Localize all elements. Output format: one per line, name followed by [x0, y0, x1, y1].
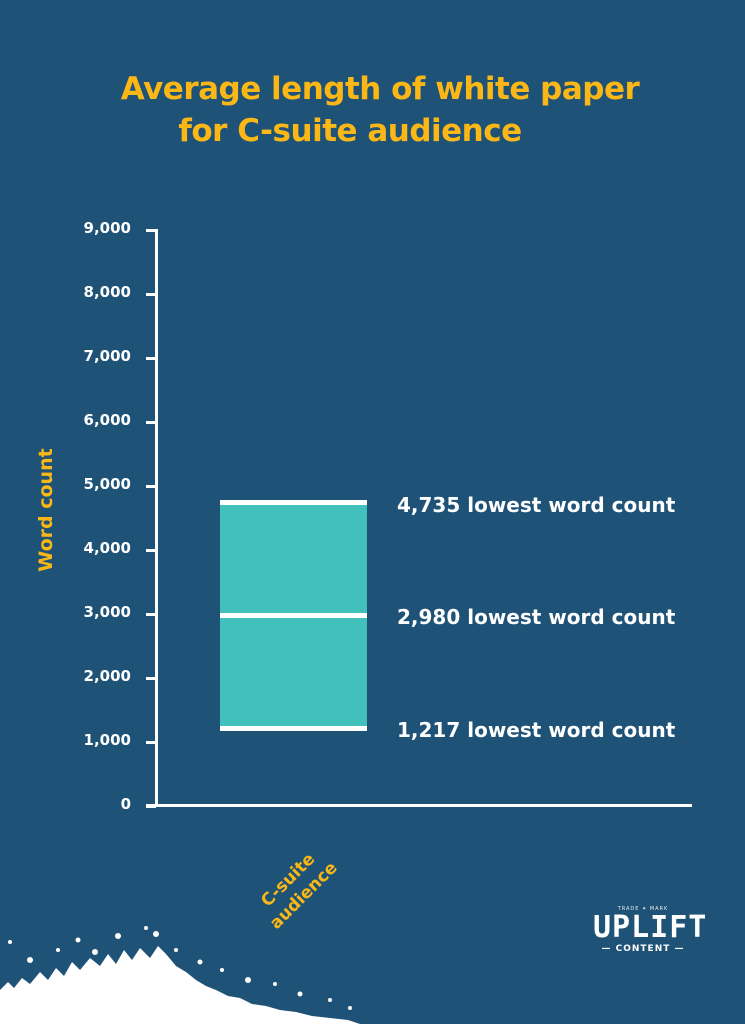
value-marker-line: [220, 500, 367, 506]
value-annotation-label: 4,735 lowest word count: [397, 492, 676, 517]
logo-sub: — CONTENT —: [601, 944, 685, 954]
chart-title-line-2: for C-suite audience: [178, 113, 522, 149]
y-tick-label: 8,000: [83, 283, 131, 301]
y-axis-label: Word count: [35, 448, 57, 572]
y-tick-mark: [146, 357, 156, 360]
logo-tagline: TRADE ✦ MARK: [617, 906, 669, 912]
logo-name: UPLIFT: [593, 910, 708, 945]
value-marker-line: [220, 725, 367, 731]
y-tick-label: 2,000: [83, 667, 131, 685]
value-annotation-label: 2,980 lowest word count: [397, 605, 676, 630]
y-tick-label: 3,000: [83, 603, 131, 621]
y-tick-mark: [146, 549, 156, 552]
value-marker-line: [220, 612, 367, 618]
y-tick-mark: [146, 229, 156, 232]
y-axis-line: [155, 229, 158, 807]
y-tick-label: 6,000: [83, 411, 131, 429]
y-tick-label: 5,000: [83, 475, 131, 493]
y-tick-mark: [146, 293, 156, 296]
y-tick-label: 0: [120, 795, 131, 813]
y-tick-label: 4,000: [83, 539, 131, 557]
y-tick-mark: [146, 805, 156, 808]
y-tick-mark: [146, 485, 156, 488]
y-tick-mark: [146, 677, 156, 680]
y-tick-mark: [146, 613, 156, 616]
y-tick-mark: [146, 741, 156, 744]
value-annotation-label: 1,217 lowest word count: [397, 718, 676, 743]
y-tick-label: 7,000: [83, 347, 131, 365]
paint-splash-decoration: [0, 926, 360, 1024]
y-tick-label: 9,000: [83, 219, 131, 237]
y-tick-label: 1,000: [83, 731, 131, 749]
y-tick-mark: [146, 421, 156, 424]
chart-title-line-1: Average length of white paper: [120, 71, 640, 107]
chart-title: Average length of white paper for C-suit…: [0, 68, 745, 152]
x-axis-line: [146, 804, 692, 807]
uplift-content-logo: TRADE ✦ MARK UPLIFT — CONTENT —: [593, 906, 708, 954]
